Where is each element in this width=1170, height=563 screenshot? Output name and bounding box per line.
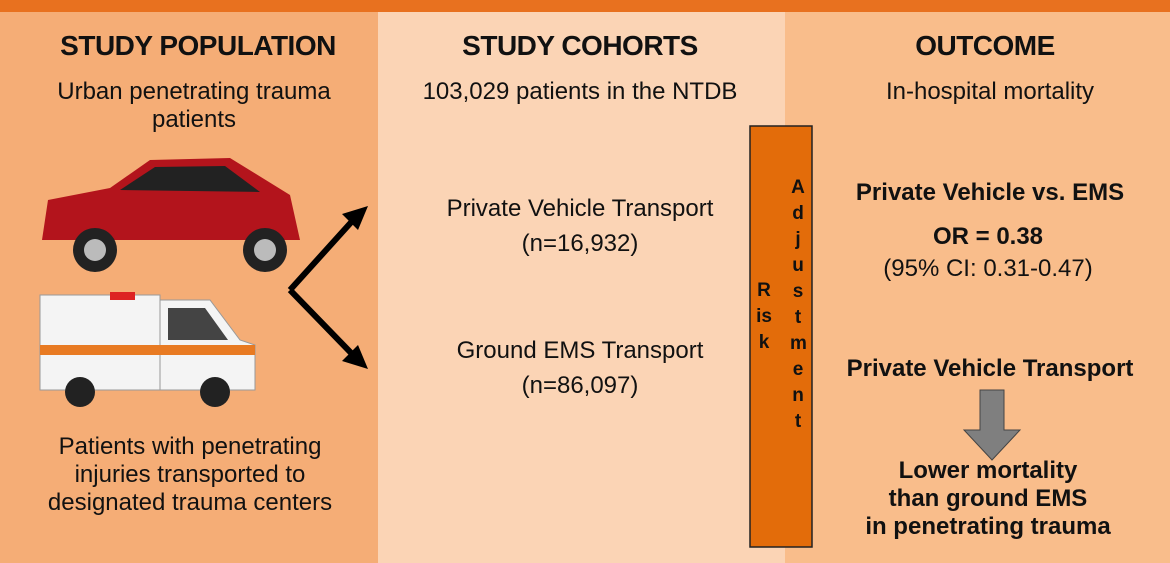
confidence-interval: (95% CI: 0.31-0.47) — [883, 255, 1092, 283]
branch-arrows — [290, 218, 355, 357]
conclusion: than ground EMS — [889, 485, 1088, 513]
footer-text: Patients with penetrating — [59, 433, 322, 461]
cohort-name: Ground EMS Transport — [457, 337, 704, 365]
footer-text: designated trauma centers — [48, 489, 332, 517]
conclusion: in penetrating trauma — [865, 513, 1110, 541]
down-arrow — [964, 390, 1020, 460]
ambulance-icon — [40, 292, 255, 407]
graphical-abstract: STUDY POPULATION Urban penetrating traum… — [0, 0, 1170, 563]
adjustment-word: Adjustment — [790, 175, 806, 435]
heading: STUDY POPULATION — [60, 32, 336, 60]
cohort-name: Private Vehicle Transport — [447, 195, 714, 223]
odds-ratio: OR = 0.38 — [933, 223, 1043, 251]
comparison: Private Vehicle vs. EMS — [856, 179, 1124, 207]
adjustment-word: Risk — [756, 278, 772, 356]
cohort-n: (n=16,932) — [522, 230, 639, 258]
subtitle: Urban penetrating trauma — [57, 78, 331, 106]
conclusion: Lower mortality — [899, 457, 1078, 485]
cohort-n: (n=86,097) — [522, 372, 639, 400]
heading: STUDY COHORTS — [462, 32, 698, 60]
footer-text: injuries transported to — [75, 461, 306, 489]
car-icon — [42, 158, 300, 272]
subtitle: 103,029 patients in the NTDB — [423, 78, 738, 106]
result-label: Private Vehicle Transport — [847, 355, 1134, 383]
heading: OUTCOME — [915, 32, 1055, 60]
subtitle: In-hospital mortality — [886, 78, 1094, 106]
subtitle: patients — [152, 106, 236, 134]
